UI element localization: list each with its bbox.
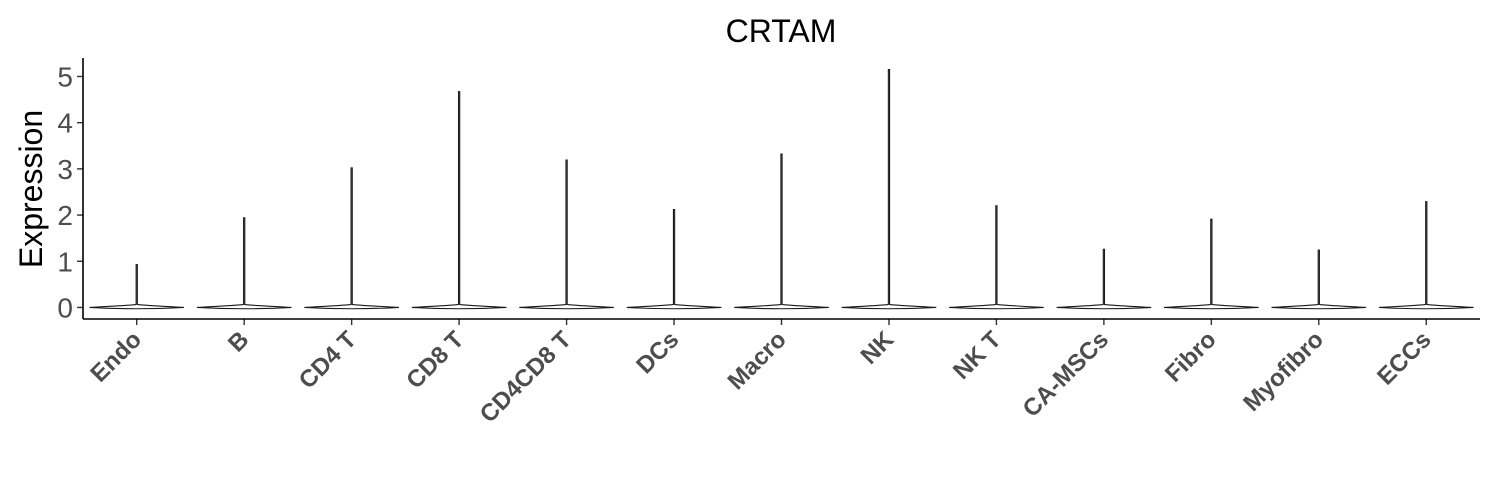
y-axis: 0 1 2 3 4 5 [57, 61, 83, 323]
x-tick-label: CA-MSCs [1018, 326, 1114, 422]
x-tick-label: Macro [723, 326, 792, 395]
x-tick-label: ECCs [1372, 326, 1436, 390]
x-tick-label: NK T [948, 326, 1007, 385]
violin-b [196, 217, 292, 310]
violin-fibro [1164, 218, 1259, 310]
violin-eccs [1378, 201, 1474, 310]
violin-group [89, 68, 1474, 310]
violin-nk-t [949, 205, 1044, 310]
y-axis-label: Expression [13, 110, 49, 268]
y-tick-label: 2 [57, 200, 73, 231]
y-tick-label: 3 [57, 154, 73, 185]
violin-dcs [626, 208, 722, 310]
x-tick-label: Endo [85, 326, 147, 388]
x-tick-label: Myofibro [1238, 326, 1329, 417]
x-tick-label: CD4CD8 T [475, 326, 577, 428]
violin-cd8-t [411, 91, 507, 310]
y-tick-label: 1 [57, 246, 73, 277]
y-tick-label: 0 [57, 292, 73, 323]
violin-cd4cd8-t [519, 159, 614, 310]
x-tick-label: CD8 T [401, 326, 469, 394]
violin-ca-mscs [1056, 248, 1152, 310]
x-tick-label: CD4 T [294, 326, 362, 394]
x-tick-label: DCs [631, 326, 684, 379]
violin-cd4-t [304, 167, 399, 310]
x-tick-label: Fibro [1160, 326, 1222, 388]
violin-myofibro [1271, 249, 1367, 310]
x-tick-label: B [223, 326, 254, 357]
y-tick-label: 5 [57, 61, 73, 92]
violin-nk [841, 68, 937, 310]
x-axis: Endo B CD4 T CD8 T CD4CD8 T DCs Macro NK NK T CA-… [85, 319, 1437, 428]
x-tick-label: NK [856, 326, 900, 370]
y-tick-label: 4 [57, 108, 73, 139]
violin-macro [734, 153, 829, 310]
chart-title: CRTAM [726, 13, 837, 49]
violin-endo [89, 263, 185, 310]
